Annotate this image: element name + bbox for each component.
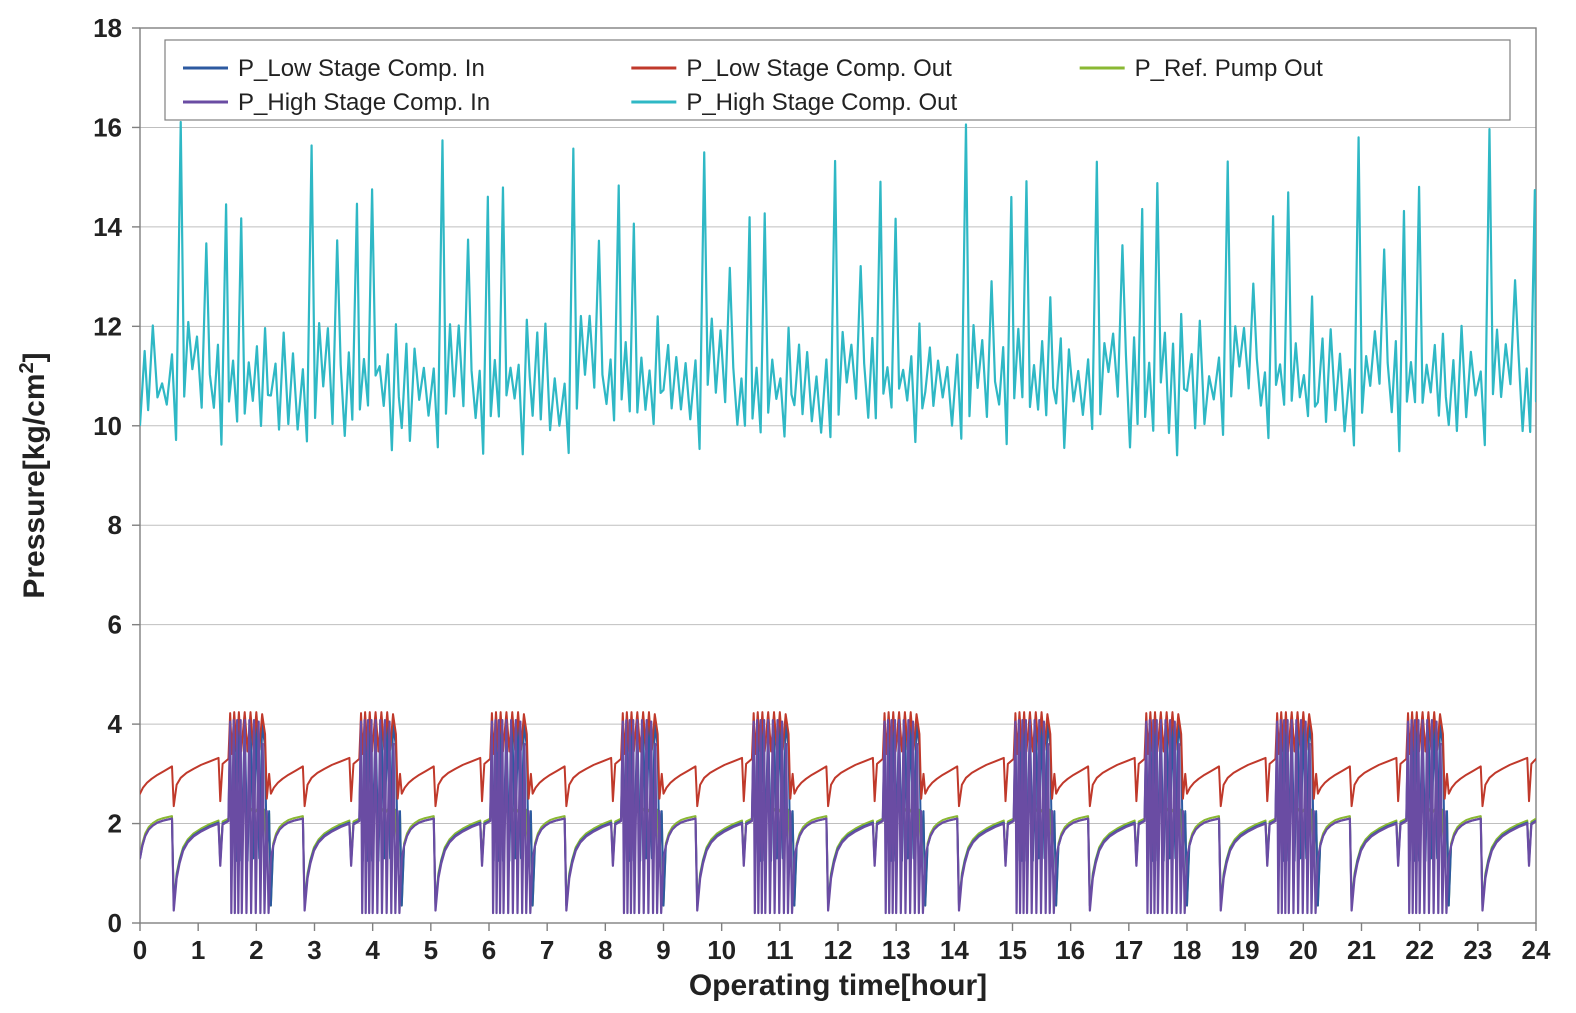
svg-text:10: 10	[707, 935, 736, 965]
svg-text:2: 2	[249, 935, 263, 965]
svg-text:13: 13	[882, 935, 911, 965]
svg-text:5: 5	[424, 935, 438, 965]
svg-text:21: 21	[1347, 935, 1376, 965]
svg-text:10: 10	[93, 411, 122, 441]
pressure-chart: 0123456789101112131415161718192021222324…	[0, 0, 1576, 1013]
svg-text:1: 1	[191, 935, 205, 965]
svg-text:6: 6	[482, 935, 496, 965]
svg-text:24: 24	[1522, 935, 1551, 965]
svg-text:8: 8	[598, 935, 612, 965]
svg-text:20: 20	[1289, 935, 1318, 965]
x-axis-label: Operating time[hour]	[689, 969, 987, 1002]
svg-text:18: 18	[1173, 935, 1202, 965]
svg-text:2: 2	[108, 809, 122, 839]
svg-text:14: 14	[940, 935, 969, 965]
svg-text:11: 11	[766, 935, 794, 965]
svg-text:16: 16	[1056, 935, 1085, 965]
legend: P_Low Stage Comp. In P_Low Stage Comp. Ou…	[165, 40, 1510, 120]
svg-text:0: 0	[108, 908, 122, 938]
svg-text:3: 3	[307, 935, 321, 965]
legend-label-low_in: P_Low Stage Comp. In	[238, 55, 485, 82]
svg-text:22: 22	[1405, 935, 1434, 965]
legend-label-pump_out: P_Ref. Pump Out	[1135, 55, 1323, 82]
svg-text:16: 16	[93, 112, 122, 142]
y-axis-label: Pressure[kg/cm2]	[16, 352, 51, 598]
svg-text:23: 23	[1463, 935, 1492, 965]
svg-text:4: 4	[365, 935, 380, 965]
svg-text:14: 14	[93, 212, 122, 242]
svg-text:19: 19	[1231, 935, 1260, 965]
svg-text:8: 8	[108, 510, 122, 540]
svg-text:4: 4	[108, 709, 123, 739]
svg-text:18: 18	[93, 13, 122, 43]
svg-text:7: 7	[540, 935, 554, 965]
legend-label-low_out: P_Low Stage Comp. Out	[686, 55, 952, 82]
svg-text:6: 6	[108, 610, 122, 640]
chart-container: 0123456789101112131415161718192021222324…	[0, 0, 1576, 1013]
svg-text:0: 0	[133, 935, 147, 965]
svg-text:15: 15	[998, 935, 1027, 965]
legend-label-high_in: P_High Stage Comp. In	[238, 89, 490, 116]
svg-text:17: 17	[1114, 935, 1143, 965]
svg-text:12: 12	[93, 311, 122, 341]
svg-text:12: 12	[824, 935, 853, 965]
svg-text:9: 9	[656, 935, 670, 965]
legend-label-high_out: P_High Stage Comp. Out	[686, 89, 957, 116]
